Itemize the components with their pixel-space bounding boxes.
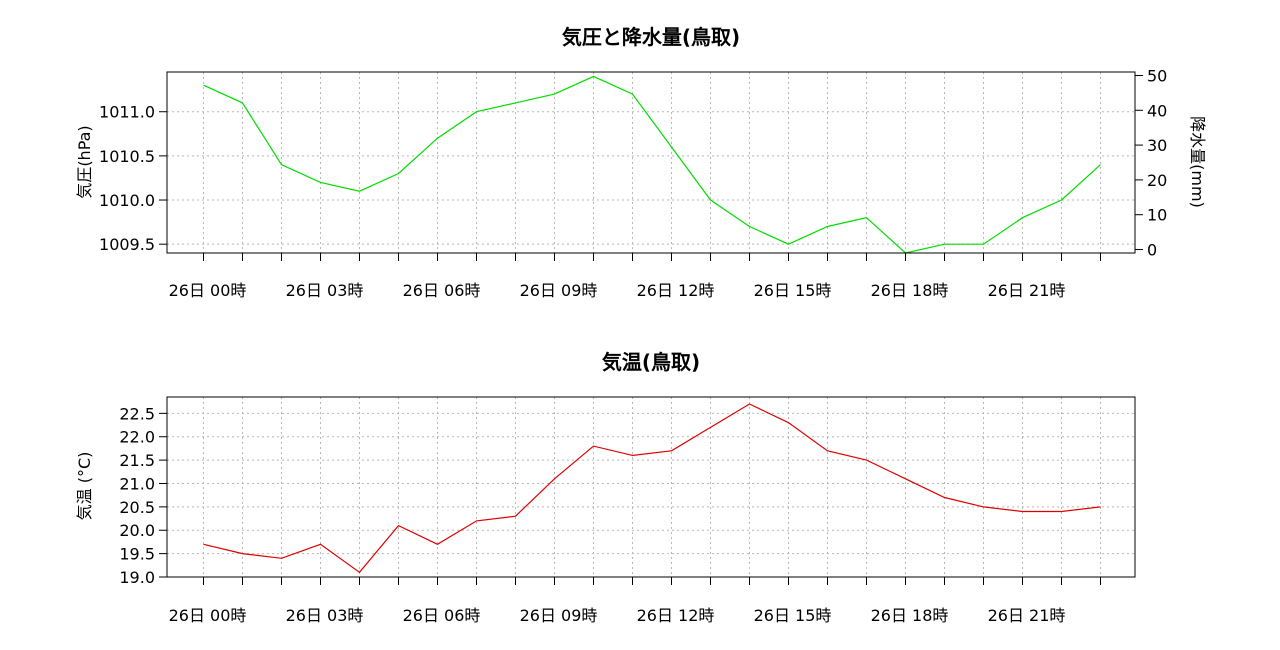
x-tick-label: 26日 00時 [169,281,247,300]
x-tick-label: 26日 03時 [286,281,364,300]
x-tick-label: 26日 15時 [754,606,832,625]
plot-frame [166,71,1136,254]
y-tick-label: 22.0 [119,428,155,447]
x-tick-label: 26日 06時 [403,281,481,300]
x-tick-label: 26日 18時 [871,281,949,300]
y-tick-label: 20.5 [119,498,155,517]
y-tick-label: 1009.5 [99,235,155,254]
plot-frame [166,396,1136,578]
x-tick-label: 26日 12時 [637,281,715,300]
x-tick-label: 26日 03時 [286,606,364,625]
y2-tick-label: 20 [1147,171,1167,190]
y-tick-label: 1011.0 [99,103,155,122]
x-tick-label: 26日 06時 [403,606,481,625]
y-tick-label: 1010.5 [99,147,155,166]
y2-tick-label: 0 [1147,241,1157,260]
x-tick-label: 26日 21時 [988,606,1066,625]
y-tick-label: 19.0 [119,568,155,587]
x-tick-label: 26日 00時 [169,606,247,625]
series-line [203,403,1101,574]
y2-tick-label: 40 [1147,101,1167,120]
y-tick-label: 21.5 [119,451,155,470]
x-tick-label: 26日 21時 [988,281,1066,300]
y-tick-label: 19.5 [119,545,155,564]
x-tick-label: 26日 18時 [871,606,949,625]
chart-title: 気圧と降水量(鳥取) [562,25,740,49]
y2-axis-label: 降水量(mm) [1188,116,1207,208]
y2-tick-label: 50 [1147,66,1167,85]
y-tick-label: 1010.0 [99,191,155,210]
y-tick-label: 21.0 [119,474,155,493]
pressure-precipitation-chart: 気圧と降水量(鳥取) 気圧(hPa) 降水量(mm) 26日 00時 26日 03… [75,25,1207,300]
y-tick-label: 20.0 [119,521,155,540]
chart-title: 気温(鳥取) [602,350,700,374]
series-line [203,75,1101,254]
y-axis-label: 気圧(hPa) [75,125,94,198]
temperature-chart: 気温(鳥取) 気温 (°C) 26日 00時 26日 03時 26日 06時 26日 … [75,350,1136,625]
y2-tick-label: 10 [1147,206,1167,225]
y-axis-label: 気温 (°C) [75,452,94,521]
y2-tick-label: 30 [1147,136,1167,155]
x-tick-label: 26日 12時 [637,606,715,625]
x-tick-label: 26日 09時 [520,606,598,625]
y-tick-label: 22.5 [119,404,155,423]
x-tick-label: 26日 09時 [520,281,598,300]
x-tick-label: 26日 15時 [754,281,832,300]
